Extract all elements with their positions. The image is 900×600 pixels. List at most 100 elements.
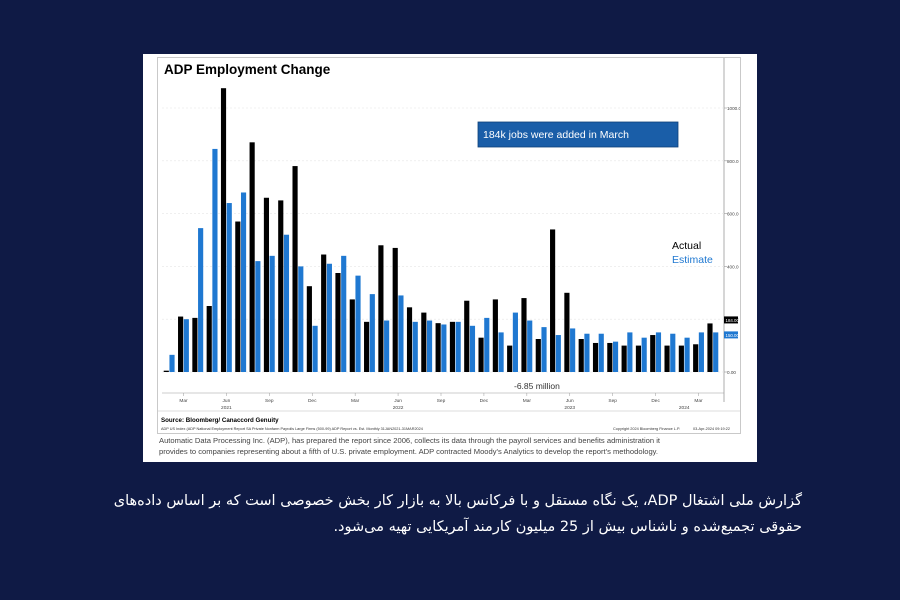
bar-estimate — [598, 333, 604, 372]
timestamp-text: 03-Apr-2024 09:19:22 — [693, 427, 730, 431]
bar-actual — [578, 339, 584, 372]
bar-actual — [263, 197, 270, 372]
x-tick-month: Jun — [566, 398, 574, 404]
bar-actual — [678, 345, 684, 372]
bar-estimate — [298, 266, 304, 372]
footnote-line-2: provides to companies representing about… — [159, 447, 659, 456]
bar-estimate — [384, 320, 390, 372]
bar-actual — [492, 299, 498, 372]
bar-actual — [635, 345, 642, 372]
end-label-box — [724, 316, 738, 324]
bars — [163, 88, 719, 372]
bar-actual — [621, 345, 627, 372]
bar-actual — [650, 335, 656, 372]
chart-frame: ADP Employment Change 0.00200.0400.0600.… — [157, 57, 741, 434]
bar-actual — [235, 221, 241, 372]
legend-estimate: Estimate — [672, 254, 713, 266]
source-text: Source: Bloomberg/ Canaccord Genuity — [161, 417, 279, 424]
bar-estimate — [684, 337, 690, 372]
legend-actual: Actual — [672, 240, 701, 252]
bar-actual — [535, 339, 541, 372]
end-value-labels: 184.00 150.00 — [724, 316, 740, 339]
x-tick-month: Dec — [651, 398, 660, 404]
bar-actual — [421, 312, 427, 372]
bar-estimate — [312, 325, 318, 372]
bar-actual — [707, 323, 713, 372]
bar-actual — [292, 166, 298, 372]
bar-estimate — [226, 203, 232, 372]
bar-estimate — [469, 325, 476, 372]
bar-actual — [521, 298, 527, 372]
bar-actual — [178, 316, 184, 372]
bar-estimate — [269, 255, 275, 372]
bar-actual — [321, 254, 327, 372]
bar-actual — [163, 370, 169, 372]
bar-estimate — [355, 275, 361, 372]
y-tick-label: 600.0 — [727, 212, 739, 217]
bar-actual — [406, 307, 413, 372]
x-tick-month: Mar — [694, 398, 703, 404]
x-tick-year: 2023 — [564, 405, 575, 411]
bar-estimate — [713, 332, 719, 372]
bar-estimate — [570, 328, 576, 372]
end-label-text: 150.00 — [726, 333, 740, 338]
bar-estimate — [283, 234, 290, 372]
bar-actual — [392, 247, 398, 372]
bar-actual — [564, 292, 570, 372]
bar-estimate — [212, 148, 218, 372]
bar-estimate — [398, 295, 404, 372]
x-tick-month: Jun — [394, 398, 402, 404]
x-axis-ticks: Mar Jun Sep Dec Mar Jun Sep Dec Mar Jun Sep Dec Mar 2… — [162, 392, 724, 411]
annotation-box-text: 184k jobs were added in March — [483, 129, 629, 141]
bar-estimate — [198, 228, 204, 372]
bar-estimate — [584, 333, 590, 372]
footnote-line-1: Automatic Data Processing Inc. (ADP), ha… — [159, 436, 661, 445]
bar-actual — [192, 317, 198, 372]
bar-estimate — [484, 317, 490, 372]
bar-actual — [607, 342, 613, 372]
bar-estimate — [512, 312, 518, 372]
bar-estimate — [698, 332, 704, 372]
bar-actual — [464, 300, 470, 372]
end-label-text: 184.00 — [726, 318, 740, 323]
x-tick-month: Jun — [223, 398, 231, 404]
x-tick-month: Sep — [265, 398, 274, 404]
persian-caption: گزارش ملی اشتغال ADP، یک نگاه مستقل و با… — [113, 493, 802, 535]
y-tick-label: 400.0 — [727, 264, 739, 269]
bar-actual — [550, 229, 556, 372]
bar-estimate — [498, 332, 504, 372]
x-tick-month: Sep — [608, 398, 617, 404]
bar-estimate — [527, 320, 533, 372]
bar-actual — [478, 337, 484, 372]
bar-actual — [278, 200, 284, 372]
chart-card: ADP Employment Change 0.00200.0400.0600.… — [143, 54, 757, 462]
bar-actual — [592, 342, 599, 372]
bar-actual — [220, 88, 227, 372]
low-annotation: -6.85 million — [514, 381, 560, 391]
x-tick-month: Mar — [523, 398, 532, 404]
bar-estimate — [369, 294, 375, 372]
bar-estimate — [555, 335, 561, 372]
bar-estimate — [670, 333, 676, 372]
bar-estimate — [541, 327, 547, 372]
bar-actual — [378, 245, 384, 372]
x-tick-month: Dec — [308, 398, 317, 404]
end-label-box — [724, 331, 738, 339]
employment-chart: ADP Employment Change 0.00200.0400.0600.… — [158, 58, 740, 431]
x-tick-year: 2024 — [679, 405, 690, 411]
bar-actual — [449, 321, 456, 372]
bar-estimate — [326, 263, 332, 372]
bar-estimate — [255, 261, 261, 372]
bar-estimate — [655, 332, 662, 372]
bar-actual — [349, 299, 355, 372]
y-tick-label: 1000.0 — [727, 106, 740, 111]
bar-estimate — [641, 337, 647, 372]
source-detail: ADP US Index (ADP National Employment Re… — [161, 427, 423, 431]
bar-actual — [306, 286, 312, 372]
bar-estimate — [612, 341, 619, 372]
x-tick-month: Sep — [437, 398, 446, 404]
x-tick-year: 2022 — [393, 405, 404, 411]
y-tick-label: 0.00 — [727, 370, 736, 375]
bar-actual — [249, 142, 255, 372]
bar-estimate — [426, 320, 433, 372]
